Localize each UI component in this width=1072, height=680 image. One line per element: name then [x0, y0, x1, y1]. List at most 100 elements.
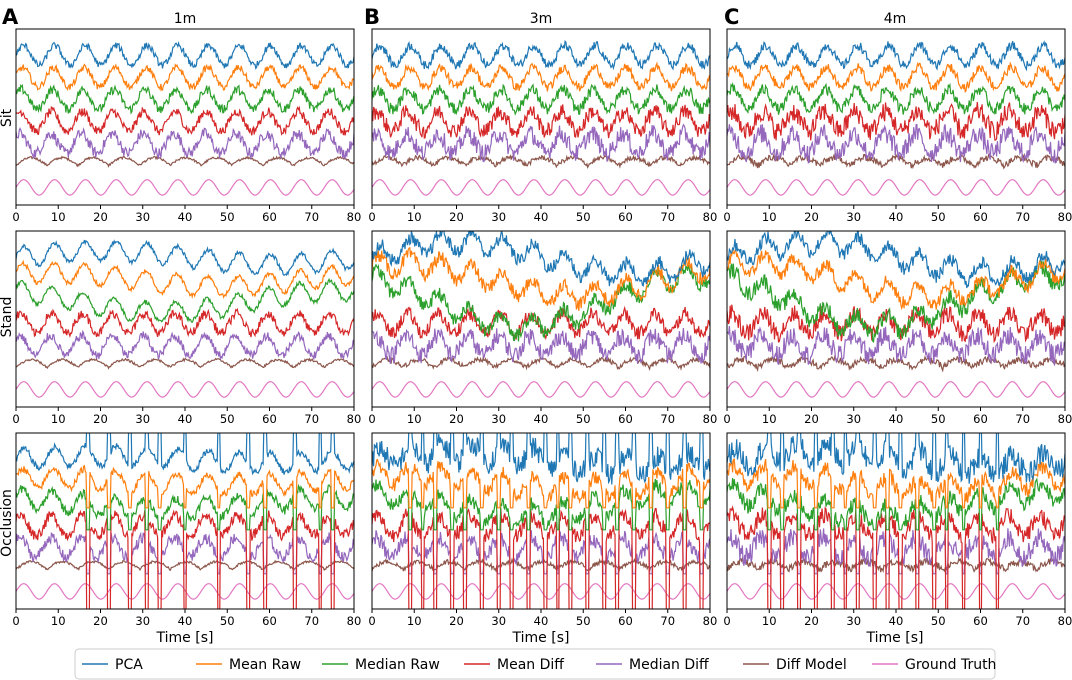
x-tick-label: 0	[723, 412, 730, 426]
series-line-mean-raw	[727, 61, 1065, 94]
x-tick-label: 30	[135, 412, 150, 426]
legend-item-mean-diff: Mean Diff	[464, 657, 564, 673]
x-tick-label: 50	[220, 614, 235, 628]
x-tick-label: 40	[178, 614, 193, 628]
x-axis-label-4m: Time [s]	[866, 630, 924, 646]
x-tick-label: 50	[576, 210, 591, 224]
x-tick-label: 30	[846, 412, 861, 426]
series-lines	[372, 433, 710, 609]
x-tick-label: 80	[703, 210, 718, 224]
series-line-mean-diff	[372, 104, 710, 139]
series-line-median-raw	[16, 83, 354, 115]
legend-item-pca: PCA	[82, 657, 143, 673]
series-line-mean-diff	[727, 505, 1065, 609]
legend-frame	[74, 648, 996, 680]
panel-letter-b: B	[364, 5, 380, 29]
x-tick-label: 40	[889, 614, 904, 628]
x-tick-label: 40	[889, 412, 904, 426]
x-tick-label: 70	[304, 412, 319, 426]
x-tick-label: 40	[178, 412, 193, 426]
legend-label: Ground Truth	[905, 657, 996, 673]
panel-letter-a: A	[2, 5, 19, 29]
series-line-median-diff	[727, 325, 1065, 367]
x-tick-label: 70	[660, 614, 675, 628]
x-tick-label: 20	[93, 614, 108, 628]
series-line-diff-model	[727, 556, 1065, 574]
x-tick-label: 40	[889, 210, 904, 224]
series-line-pca	[16, 40, 354, 70]
row-label-stand: Stand	[0, 297, 15, 338]
series-line-diff-model	[16, 559, 354, 572]
column-title-3m: 3m	[530, 11, 553, 27]
series-line-median-raw	[727, 81, 1065, 116]
series-line-diff-model	[727, 354, 1065, 373]
series-line-mean-raw	[372, 458, 710, 509]
series-lines	[372, 39, 710, 196]
series-line-ground-truth	[16, 583, 354, 600]
x-tick-label: 70	[1015, 210, 1030, 224]
x-axis-label-3m: Time [s]	[512, 630, 570, 646]
series-line-pca	[16, 239, 354, 277]
x-tick-label: 70	[1015, 412, 1030, 426]
series-line-pca	[372, 231, 710, 287]
x-tick-label: 40	[178, 210, 193, 224]
x-tick-label: 60	[618, 412, 633, 426]
series-line-ground-truth	[372, 381, 710, 398]
column-title-4m: 4m	[884, 11, 907, 27]
series-line-mean-raw	[727, 249, 1065, 311]
series-line-diff-model	[16, 155, 354, 168]
x-tick-label: 30	[491, 614, 506, 628]
series-line-median-raw	[16, 483, 354, 531]
series-line-ground-truth	[727, 179, 1065, 196]
x-tick-label: 50	[931, 614, 946, 628]
x-tick-label: 80	[1058, 412, 1072, 426]
x-tick-label: 30	[491, 412, 506, 426]
series-line-mean-diff	[16, 105, 354, 136]
x-tick-label: 0	[368, 614, 375, 628]
x-tick-label: 20	[449, 210, 464, 224]
x-tick-label: 70	[304, 614, 319, 628]
series-line-median-diff	[372, 123, 710, 163]
series-line-diff-model	[16, 357, 354, 370]
x-tick-label: 10	[407, 412, 422, 426]
x-tick-label: 80	[1058, 614, 1072, 628]
x-tick-label: 80	[1058, 210, 1072, 224]
x-tick-label: 20	[804, 412, 819, 426]
x-tick-label: 0	[12, 614, 19, 628]
x-tick-label: 10	[762, 210, 777, 224]
x-tick-label: 60	[973, 210, 988, 224]
legend-label: Diff Model	[776, 657, 847, 673]
x-tick-label: 80	[703, 614, 718, 628]
series-line-mean-diff	[727, 101, 1065, 142]
panel-sit-3m: 0 10 20 30 40 50 60 70 80	[368, 28, 718, 224]
x-tick-label: 50	[220, 412, 235, 426]
series-line-median-raw	[372, 83, 710, 116]
panel-sit-1m: 0 10 20 30 40 50 60 70 80	[12, 28, 361, 224]
series-line-median-diff	[372, 327, 710, 365]
x-tick-label: 10	[51, 614, 66, 628]
x-tick-label: 30	[846, 614, 861, 628]
series-line-pca	[16, 433, 354, 476]
legend-label: Mean Raw	[229, 657, 301, 673]
legend-item-diff-model: Diff Model	[743, 657, 847, 673]
row-label-occlusion: Occlusion	[0, 489, 15, 557]
x-tick-label: 10	[407, 614, 422, 628]
x-tick-label: 60	[618, 210, 633, 224]
row-label-sit: Sit	[0, 108, 15, 127]
series-line-mean-raw	[16, 259, 354, 300]
x-tick-label: 10	[762, 614, 777, 628]
x-tick-label: 50	[931, 412, 946, 426]
x-tick-label: 70	[1015, 614, 1030, 628]
panel-stand-1m: 0 10 20 30 40 50 60 70 80	[12, 230, 361, 426]
x-tick-label: 60	[262, 412, 277, 426]
x-tick-label: 20	[449, 614, 464, 628]
x-tick-label: 10	[762, 412, 777, 426]
series-lines	[727, 40, 1065, 196]
series-lines	[727, 433, 1065, 609]
series-lines	[372, 231, 710, 398]
series-line-ground-truth	[16, 179, 354, 196]
legend-label: Median Diff	[629, 657, 709, 673]
legend: PCA Mean Raw Median Raw Mean Diff Median Dif…	[74, 648, 996, 680]
panel-occlusion-1m: 0 10 20 30 40 50 60 70 80	[12, 432, 361, 628]
series-line-diff-model	[372, 557, 710, 573]
